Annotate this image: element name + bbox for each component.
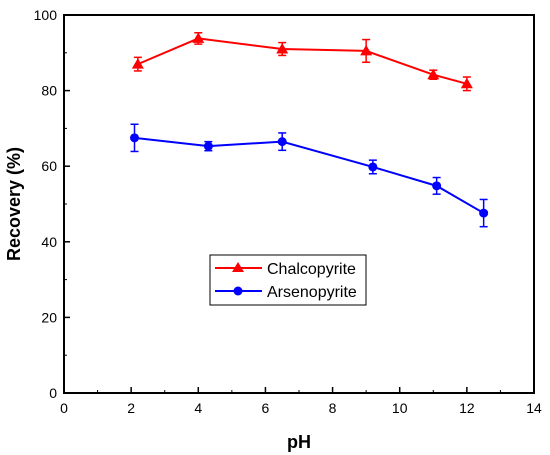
series-line-arsenopyrite (134, 136, 485, 214)
point-chalcopyrite (360, 44, 373, 56)
legend-label-chalcopyrite: Chalcopyrite (267, 261, 356, 278)
y-tick-label: 0 (49, 385, 57, 401)
point-chalcopyrite (131, 58, 144, 69)
y-tick-label: 80 (41, 83, 57, 99)
legend-marker-chalcopyrite (232, 262, 244, 272)
plot-frame (63, 14, 535, 394)
legend-label-arsenopyrite: Arsenopyrite (267, 284, 357, 301)
x-tick-label: 10 (392, 400, 408, 416)
series-layer (130, 32, 489, 228)
x-tick-label: 14 (526, 400, 542, 416)
x-axis-label: pH (287, 432, 311, 452)
series-arsenopyrite (130, 123, 489, 228)
x-tick-label: 2 (127, 400, 135, 416)
point-arsenopyrite (432, 181, 442, 191)
point-chalcopyrite (192, 32, 205, 43)
x-tick-label: 12 (459, 400, 475, 416)
series-chalcopyrite (131, 32, 473, 92)
point-arsenopyrite (130, 133, 139, 143)
x-tick-label: 8 (329, 400, 337, 416)
point-arsenopyrite (203, 141, 213, 151)
x-tick-label: 4 (194, 400, 202, 416)
legend-box (209, 254, 367, 306)
y-tick-label: 20 (41, 309, 57, 325)
legend-marker-arsenopyrite (233, 286, 243, 296)
x-tick-label: 6 (262, 400, 270, 416)
point-arsenopyrite (277, 137, 287, 147)
y-tick-label: 100 (34, 7, 58, 23)
point-arsenopyrite (479, 208, 489, 218)
y-axis-label: Recovery (%) (4, 147, 24, 261)
y-tick-label: 40 (41, 234, 57, 250)
series-line-chalcopyrite (137, 37, 468, 85)
x-tick-label: 0 (60, 400, 68, 416)
y-tick-label: 60 (41, 158, 57, 174)
point-chalcopyrite (460, 77, 473, 89)
axis-ticks: 0 2 4 6 8 10 12 14 0 20 40 60 80 100 (34, 7, 542, 416)
point-chalcopyrite (427, 68, 440, 80)
point-arsenopyrite (368, 162, 378, 172)
legend: Chalcopyrite Arsenopyrite (209, 254, 367, 306)
point-chalcopyrite (276, 43, 289, 54)
